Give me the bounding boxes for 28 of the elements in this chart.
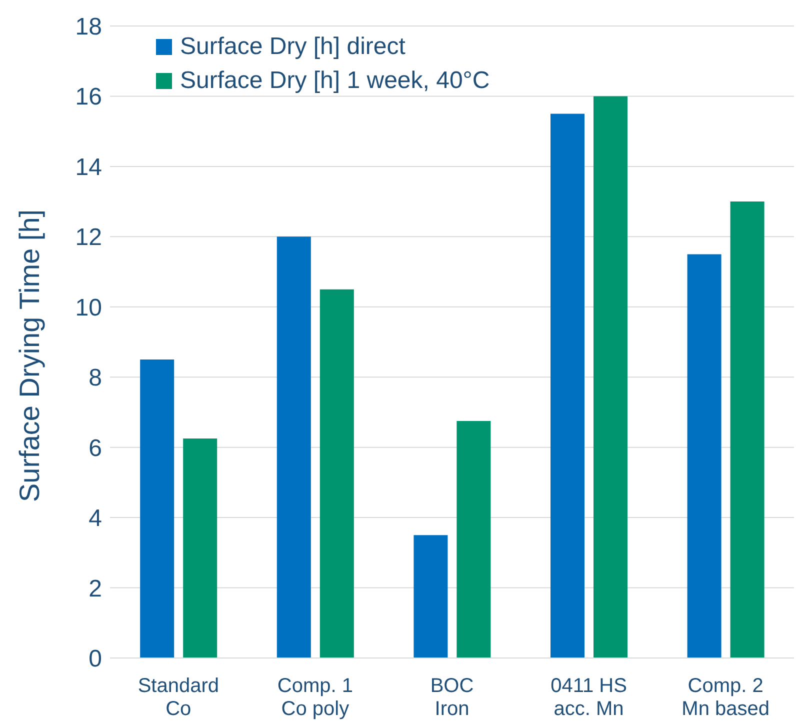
x-tick-label: 0411 HS acc. Mn (550, 675, 627, 720)
y-tick-label: 2 (88, 575, 102, 602)
y-tick-label: 6 (88, 434, 102, 462)
bar (593, 96, 628, 658)
x-tick-label: Standard Co (138, 675, 219, 720)
y-tick-label: 8 (88, 364, 102, 392)
y-tick-label: 16 (75, 84, 102, 111)
legend-label: Surface Dry [h] direct (180, 32, 406, 62)
y-tick-label: 0 (88, 646, 102, 673)
y-tick-label: 14 (75, 154, 102, 181)
x-tick-label: Comp. 2 Mn based (682, 675, 770, 720)
y-tick-label: 18 (75, 14, 102, 41)
bar (276, 236, 311, 658)
bar (183, 438, 218, 658)
bar (140, 360, 174, 658)
x-tick-label: BOC Iron (430, 675, 474, 720)
bar (456, 421, 491, 658)
bar (320, 289, 354, 658)
y-tick-label: 4 (88, 505, 102, 532)
y-axis-title: Surface Drying Time [h] (14, 209, 45, 502)
bar (550, 114, 584, 658)
legend-label: Surface Dry [h] 1 week, 40°C (180, 66, 490, 96)
bar (687, 254, 722, 658)
y-tick-label: 12 (75, 224, 102, 252)
y-tick-label: 10 (75, 294, 102, 322)
bar (730, 202, 764, 658)
x-tick-label: Comp. 1 Co poly (277, 675, 353, 720)
bar (414, 535, 448, 658)
